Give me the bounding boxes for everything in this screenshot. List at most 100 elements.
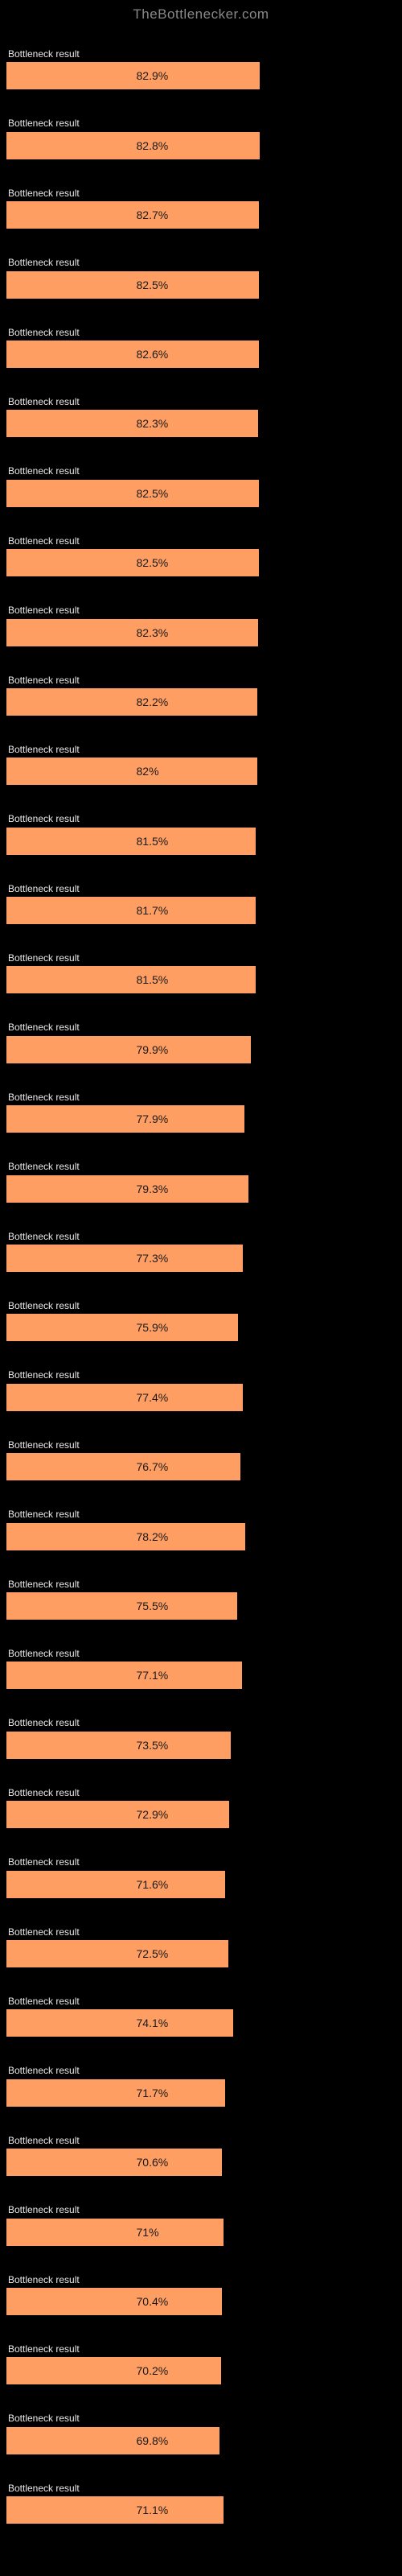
bar-value: 82% bbox=[137, 765, 159, 778]
bar bbox=[6, 1384, 243, 1411]
row-label: Bottleneck result bbox=[6, 2062, 396, 2079]
bar-cell: 77.1% bbox=[6, 1662, 396, 1689]
row-label: Bottleneck result bbox=[6, 1158, 396, 1174]
bar-value: 81.5% bbox=[137, 973, 169, 986]
row-spacer bbox=[6, 791, 396, 810]
row-label: Bottleneck result bbox=[6, 2132, 396, 2149]
row-label: Bottleneck result bbox=[6, 324, 396, 341]
chart-row: Bottleneck result81.7% bbox=[6, 861, 396, 924]
bar-cell: 73.5% bbox=[6, 1732, 396, 1759]
bottleneck-chart: Bottleneck result82.9%Bottleneck result8… bbox=[0, 26, 402, 2545]
chart-row: Bottleneck result77.3% bbox=[6, 1208, 396, 1272]
row-label: Bottleneck result bbox=[6, 1575, 396, 1592]
bar-value: 76.7% bbox=[137, 1460, 169, 1473]
bar bbox=[6, 828, 256, 855]
row-spacer bbox=[6, 999, 396, 1018]
row-label: Bottleneck result bbox=[6, 2409, 396, 2426]
bar bbox=[6, 1523, 245, 1550]
bar bbox=[6, 2149, 222, 2176]
bar-cell: 77.3% bbox=[6, 1245, 396, 1272]
chart-row: Bottleneck result 79.3% bbox=[6, 1138, 396, 1202]
bar-value: 82.9% bbox=[137, 69, 169, 82]
bar-value: 82.5% bbox=[137, 279, 169, 291]
bar bbox=[6, 2357, 221, 2384]
bar-cell: 82.5% bbox=[6, 271, 396, 299]
bar bbox=[6, 2496, 224, 2524]
bar-cell: 82.8% bbox=[6, 132, 396, 159]
row-label: Bottleneck result bbox=[6, 1228, 396, 1245]
bar-value: 82.3% bbox=[137, 417, 169, 430]
row-spacer bbox=[6, 2460, 396, 2479]
row-label: Bottleneck result bbox=[6, 1645, 396, 1662]
bar bbox=[6, 1801, 229, 1828]
row-spacer bbox=[6, 861, 396, 880]
row-spacer bbox=[6, 26, 396, 45]
row-label: Bottleneck result bbox=[6, 1714, 396, 1731]
row-label: Bottleneck result bbox=[6, 949, 396, 966]
bar bbox=[6, 2427, 219, 2454]
bar-cell: 71.1% bbox=[6, 2496, 396, 2524]
site-logo: TheBottlenecker.com bbox=[133, 6, 269, 22]
bar bbox=[6, 897, 256, 924]
row-label: Bottleneck result bbox=[6, 45, 396, 62]
bar bbox=[6, 480, 259, 507]
row-spacer bbox=[6, 2390, 396, 2409]
chart-row: Bottleneck result82.5% bbox=[6, 234, 396, 298]
chart-row: Bottleneck result79.9% bbox=[6, 999, 396, 1063]
bar-value: 77.4% bbox=[137, 1391, 169, 1404]
bar-cell: 69.8% bbox=[6, 2427, 396, 2454]
bar-cell: 82.6% bbox=[6, 341, 396, 368]
chart-row: Bottleneck result70.4% bbox=[6, 2252, 396, 2315]
chart-row: Bottleneck result 82.3% bbox=[6, 374, 396, 437]
chart-row: Bottleneck result74.1% bbox=[6, 1973, 396, 2037]
bar-value: 81.7% bbox=[137, 904, 169, 917]
chart-row: Bottleneck result82% bbox=[6, 721, 396, 785]
row-spacer bbox=[6, 1208, 396, 1228]
bar-value: 82.7% bbox=[137, 208, 169, 221]
bar bbox=[6, 966, 256, 993]
bar-value: 82.2% bbox=[137, 696, 169, 708]
row-label: Bottleneck result bbox=[6, 184, 396, 201]
bar-value: 82.5% bbox=[137, 487, 169, 500]
bar-cell: 79.9% bbox=[6, 1036, 396, 1063]
row-spacer bbox=[6, 374, 396, 393]
chart-row: Bottleneck result77.1% bbox=[6, 1625, 396, 1689]
bar-value: 79.3% bbox=[137, 1183, 169, 1195]
row-spacer bbox=[6, 1486, 396, 1505]
bar-cell: 82% bbox=[6, 758, 396, 785]
row-label: Bottleneck result bbox=[6, 393, 396, 410]
row-spacer bbox=[6, 652, 396, 671]
bar bbox=[6, 341, 259, 368]
row-spacer bbox=[6, 165, 396, 184]
bar bbox=[6, 1940, 228, 1967]
bar bbox=[6, 1871, 225, 1898]
bar-cell: 70.4% bbox=[6, 2288, 396, 2315]
bar-cell: 71% bbox=[6, 2219, 396, 2246]
bar-cell: 70.2% bbox=[6, 2357, 396, 2384]
bar-cell: 78.2% bbox=[6, 1523, 396, 1550]
row-spacer bbox=[6, 1556, 396, 1575]
row-label: Bottleneck result bbox=[6, 532, 396, 549]
row-spacer bbox=[6, 2321, 396, 2340]
row-label: Bottleneck result bbox=[6, 1505, 396, 1522]
bar-cell: 82.3% bbox=[6, 619, 396, 646]
row-spacer bbox=[6, 1904, 396, 1923]
row-spacer bbox=[6, 721, 396, 741]
row-label: Bottleneck result bbox=[6, 1923, 396, 1940]
row-spacer bbox=[6, 1765, 396, 1784]
bar-value: 81.5% bbox=[137, 835, 169, 848]
bar bbox=[6, 1314, 238, 1341]
bar-cell: 82.3% bbox=[6, 410, 396, 437]
bar bbox=[6, 271, 259, 299]
bar-cell: 72.5% bbox=[6, 1940, 396, 1967]
bar-value: 72.9% bbox=[137, 1808, 169, 1821]
chart-row: Bottleneck result78.2% bbox=[6, 1486, 396, 1550]
bar-value: 79.9% bbox=[137, 1043, 169, 1056]
bar-value: 82.5% bbox=[137, 556, 169, 569]
row-label: Bottleneck result bbox=[6, 2271, 396, 2288]
row-spacer bbox=[6, 2252, 396, 2271]
bar-cell: 72.9% bbox=[6, 1801, 396, 1828]
bar-value: 82.6% bbox=[137, 348, 169, 361]
bar-cell: 82.2% bbox=[6, 688, 396, 716]
bar-cell: 76.7% bbox=[6, 1453, 396, 1480]
